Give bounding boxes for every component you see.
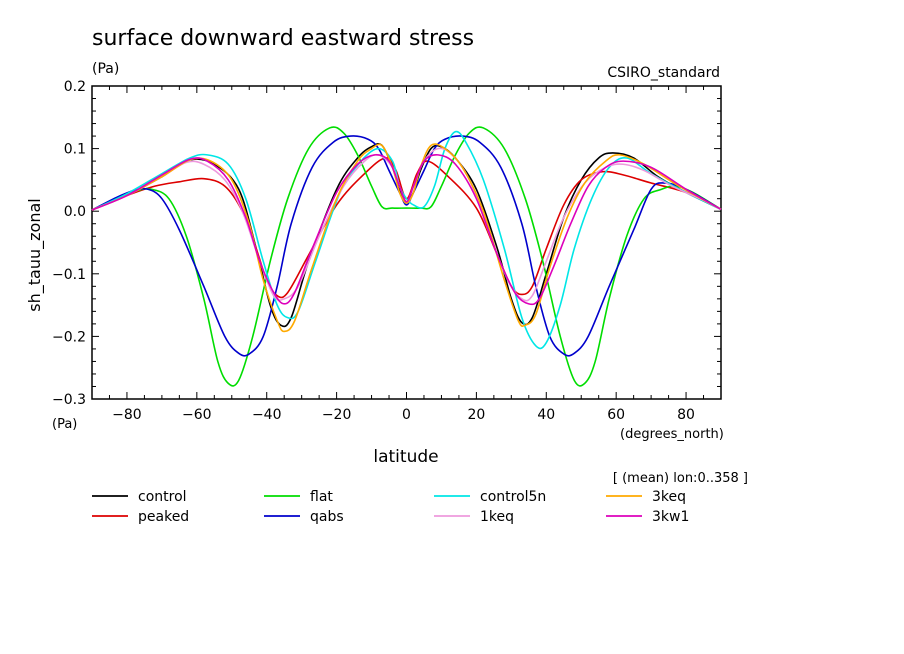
series-line-peaked: [91, 157, 722, 299]
x-axis-units: (degrees_north): [620, 427, 724, 442]
legend-label-1keq: 1keq: [480, 509, 514, 525]
x-tick-label: 0: [402, 407, 411, 423]
series-line-3keq: [91, 143, 722, 333]
legend-label-control5n: control5n: [480, 489, 546, 505]
series-line-1keq: [91, 147, 722, 302]
y-tick-label: 0.2: [64, 79, 86, 95]
y-tick-label: −0.2: [52, 329, 86, 345]
x-tick-label: 20: [467, 407, 485, 423]
series-line-3kw1: [91, 153, 722, 306]
subset-note: [ (mean) lon:0..358 ]: [613, 471, 748, 486]
y-axis-units: (Pa): [52, 417, 77, 432]
y-tick-label: 0.1: [64, 142, 86, 158]
model-label: CSIRO_standard: [607, 65, 720, 81]
series-line-flat: [91, 126, 722, 387]
plot-frame: [91, 85, 722, 400]
legend-label-flat: flat: [310, 489, 333, 505]
series-line-control5n: [91, 130, 722, 350]
series-line-qabs: [91, 135, 722, 357]
title-units: (Pa): [92, 61, 119, 77]
legend-label-qabs: qabs: [310, 509, 344, 525]
x-axis-label: latitude: [373, 447, 438, 467]
legend-label-peaked: peaked: [138, 509, 189, 525]
x-tick-label: −40: [252, 407, 282, 423]
x-tick-label: −20: [322, 407, 352, 423]
x-tick-label: −80: [112, 407, 142, 423]
y-tick-label: 0.0: [64, 204, 86, 220]
legend: control flat control5n 3keq peaked qabs 1keq 3k…: [92, 489, 689, 525]
legend-label-control: control: [138, 489, 187, 505]
chart-title: surface downward eastward stress: [92, 26, 474, 51]
x-tick-label: 80: [677, 407, 695, 423]
x-tick-label: 60: [607, 407, 625, 423]
legend-label-3keq: 3keq: [652, 489, 686, 505]
y-axis-label: sh_tauu_zonal: [25, 198, 45, 311]
x-tick-label: 40: [537, 407, 555, 423]
legend-label-3kw1: 3kw1: [652, 509, 689, 525]
x-tick-label: −60: [182, 407, 212, 423]
y-tick-label: −0.3: [52, 392, 86, 408]
y-tick-label: −0.1: [52, 267, 86, 283]
